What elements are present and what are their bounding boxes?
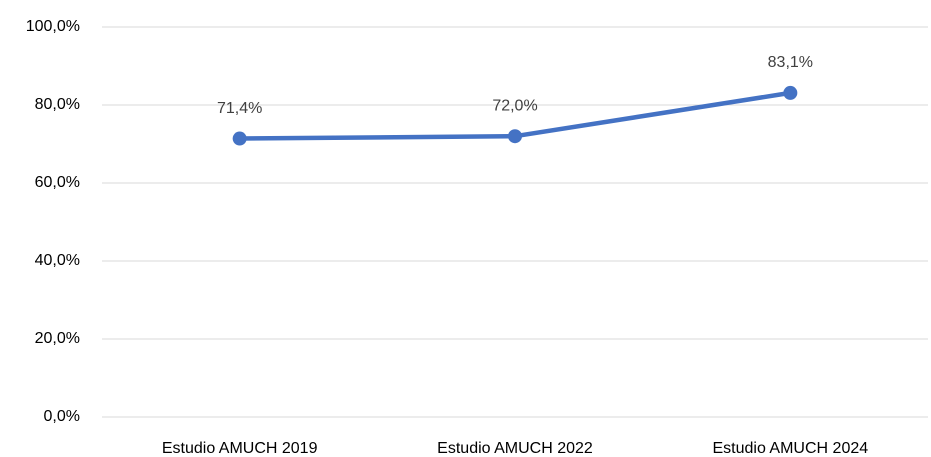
x-tick-label: Estudio AMUCH 2024 xyxy=(713,440,869,457)
data-label: 71,4% xyxy=(217,100,262,117)
data-point xyxy=(508,129,522,144)
y-tick-label: 20,0% xyxy=(35,330,80,347)
y-tick-label: 40,0% xyxy=(35,252,80,269)
data-label: 83,1% xyxy=(768,54,813,71)
data-point xyxy=(232,131,247,146)
x-tick-label: Estudio AMUCH 2022 xyxy=(437,440,593,457)
y-tick-label: 100,0% xyxy=(26,18,80,35)
data-point xyxy=(783,85,798,100)
data-label: 72,0% xyxy=(492,97,537,114)
y-tick-label: 0,0% xyxy=(44,408,80,425)
x-tick-label: Estudio AMUCH 2019 xyxy=(162,440,318,457)
y-tick-label: 60,0% xyxy=(35,174,80,191)
y-tick-label: 80,0% xyxy=(35,96,80,113)
